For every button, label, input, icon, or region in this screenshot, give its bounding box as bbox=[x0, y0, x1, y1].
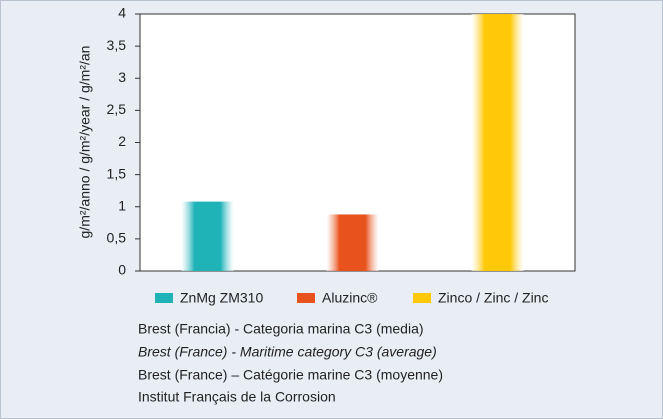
note: Institut Français de la Corrosion bbox=[138, 389, 336, 405]
legend-label: ZnMg ZM310 bbox=[180, 290, 263, 306]
y-tick-label: 0,5 bbox=[107, 230, 127, 246]
legend-label: Zinco / Zinc / Zinc bbox=[438, 290, 548, 306]
note: Brest (Francia) - Categoria marina C3 (m… bbox=[138, 321, 424, 337]
y-tick-label: 3 bbox=[118, 69, 126, 85]
legend-swatch bbox=[297, 293, 315, 303]
legend-swatch bbox=[155, 293, 173, 303]
y-tick-label: 3,5 bbox=[107, 37, 127, 53]
y-tick-label: 1 bbox=[118, 197, 126, 213]
y-tick-label: 4 bbox=[118, 5, 126, 21]
bar bbox=[181, 201, 234, 271]
y-axis-label: g/m²/anno / g/m²/year / g/m²/an bbox=[77, 46, 93, 239]
legend-swatch bbox=[413, 293, 431, 303]
y-tick-label: 2 bbox=[118, 133, 126, 149]
y-tick-label: 1,5 bbox=[107, 165, 127, 181]
y-tick-label: 2,5 bbox=[107, 101, 127, 117]
bar bbox=[326, 214, 379, 271]
note: Brest (France) – Catégorie marine C3 (mo… bbox=[138, 367, 443, 383]
note: Brest (France) - Maritime category C3 (a… bbox=[138, 344, 437, 360]
legend-label: Aluzinc® bbox=[322, 290, 378, 306]
y-tick-label: 0 bbox=[118, 262, 126, 278]
bar bbox=[471, 14, 524, 271]
